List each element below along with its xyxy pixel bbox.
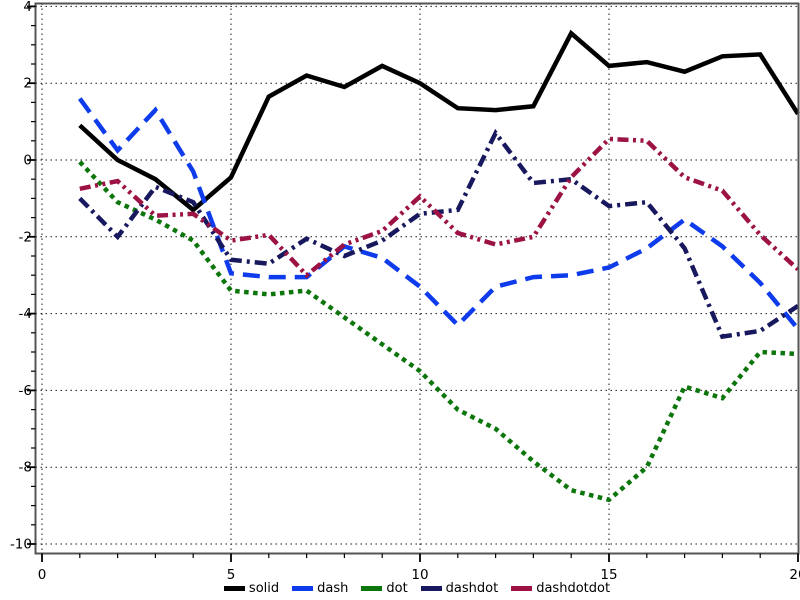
legend-label: dash xyxy=(317,580,349,596)
series-line-dash xyxy=(77,97,800,331)
axis-tick-labels: 05101520420-2-4-6-8-10 xyxy=(10,0,800,583)
legend-swatch-dash xyxy=(292,585,314,591)
legend-swatch-dot xyxy=(361,585,383,591)
y-axis-tick-label: 4 xyxy=(23,0,32,15)
series-line-dashdot xyxy=(78,128,800,340)
gridlines xyxy=(35,3,799,554)
y-axis-tick-label: -10 xyxy=(10,537,32,553)
legend-label: dashdotdot xyxy=(536,580,611,596)
series-line-dot xyxy=(78,160,799,503)
legend-item-dash: dash xyxy=(292,582,348,595)
legend-swatch-solid xyxy=(223,585,245,591)
x-axis-tick-label: 0 xyxy=(38,567,47,583)
x-axis-tick-label: 10 xyxy=(411,567,428,583)
plot-border xyxy=(34,2,800,555)
x-axis-tick-label: 5 xyxy=(227,567,236,583)
y-axis-tick-label: -6 xyxy=(19,383,32,399)
legend-item-dashdot: dashdot xyxy=(420,580,499,596)
legend: solid dash dot dashdot dashdotdot xyxy=(36,580,798,596)
x-axis-tick-label: 15 xyxy=(600,567,617,583)
legend-swatch-dashdot xyxy=(420,585,442,591)
series-lines xyxy=(77,29,800,503)
legend-item-dashdotdot: dashdotdot xyxy=(511,582,610,595)
legend-label: dot xyxy=(386,580,408,596)
legend-label: solid xyxy=(248,580,280,596)
y-axis-tick-label: -8 xyxy=(19,460,32,476)
y-axis-tick-label: -2 xyxy=(19,229,32,245)
legend-swatch-dashdotdot xyxy=(511,585,533,591)
axis-ticks xyxy=(27,5,799,562)
y-axis-tick-label: 2 xyxy=(23,76,32,92)
series-line-solid xyxy=(78,29,800,213)
series-line-dashdotdot xyxy=(79,136,800,279)
y-axis-tick-label: 0 xyxy=(23,153,32,169)
legend-label: dashdot xyxy=(445,580,499,596)
legend-item-solid: solid xyxy=(223,580,280,596)
plot-frame xyxy=(34,2,800,555)
legend-item-dot: dot xyxy=(361,580,408,596)
x-axis-tick-label: 20 xyxy=(789,567,800,583)
y-axis-tick-label: -4 xyxy=(19,306,32,322)
